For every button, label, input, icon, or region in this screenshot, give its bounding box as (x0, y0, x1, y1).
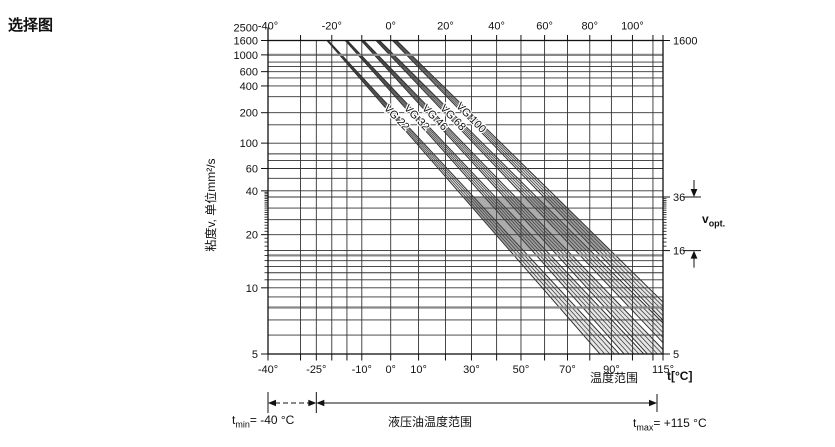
x-bottom-tick-label: -40° (258, 364, 278, 376)
v-opt-region (463, 197, 611, 251)
y-tick-label: 10 (246, 283, 258, 295)
page-title: 选择图 (8, 17, 54, 34)
t-max-label: tmax= +115 °C (633, 416, 707, 433)
y-tick-label: 600 (240, 67, 258, 79)
temp-range-label: 温度范围 (589, 371, 638, 385)
x-top-tick-label: -40° (258, 21, 278, 33)
x-bottom-tick-label: -25° (306, 364, 326, 376)
y-top-label: 2500 (234, 23, 258, 35)
tick-labels: -40° -20° 0° 20° 40° 60° 80° 100° -40° -25° -10° 0°… (234, 21, 698, 377)
y-tick-label: 200 (240, 108, 258, 120)
v-opt-label: vopt. (702, 212, 725, 228)
x-bottom-tick-label: 70° (559, 364, 576, 376)
v-opt-symbol: v (702, 212, 709, 226)
x-bottom-tick-label: 0° (385, 364, 396, 376)
axis-ticks (261, 35, 670, 361)
x-top-tick-label: -20° (322, 21, 342, 33)
right-tick-label: 16 (673, 246, 685, 258)
v-opt-subscript: opt. (708, 218, 726, 229)
y-tick-label: 1600 (234, 36, 258, 48)
x-bottom-tick-label: -10° (352, 364, 372, 376)
x-bottom-tick-label: 30° (463, 364, 480, 376)
x-bottom-tick-label: 50° (513, 364, 530, 376)
x-bottom-tick-label: 115° (652, 364, 674, 376)
x-top-tick-label: 60° (536, 21, 553, 33)
x-top-tick-label: 0° (385, 21, 396, 33)
v-opt-dimension (683, 180, 701, 268)
hydraulic-oil-range-label: 液压油温度范围 (387, 415, 472, 429)
t-min-label: tmin= -40 °C (232, 413, 295, 430)
x-top-tick-label: 80° (581, 21, 598, 33)
right-tick-label: 5 (673, 349, 679, 361)
x-top-tick-label: 20° (437, 21, 454, 33)
y-tick-label: 1000 (234, 50, 258, 62)
x-top-tick-label: 100° (621, 21, 644, 33)
x-top-tick-label: 40° (488, 21, 505, 33)
y-axis-label: 粘度v, 单位mm²/s (204, 158, 218, 252)
x-bottom-tick-label: 90° (603, 364, 620, 376)
y-tick-label: 40 (246, 186, 258, 198)
temperature-dimension (267, 392, 658, 413)
right-tick-label: 36 (673, 192, 685, 204)
y-tick-label: 100 (240, 138, 258, 150)
right-tick-label: 1600 (673, 36, 697, 48)
y-tick-label: 5 (252, 349, 258, 361)
gridlines (268, 40, 663, 354)
y-tick-label: 20 (246, 230, 258, 242)
x-bottom-tick-label: 10° (410, 364, 427, 376)
y-tick-label: 60 (246, 164, 258, 176)
y-tick-label: 400 (240, 81, 258, 93)
t-unit-label: t[°C] (667, 369, 693, 383)
